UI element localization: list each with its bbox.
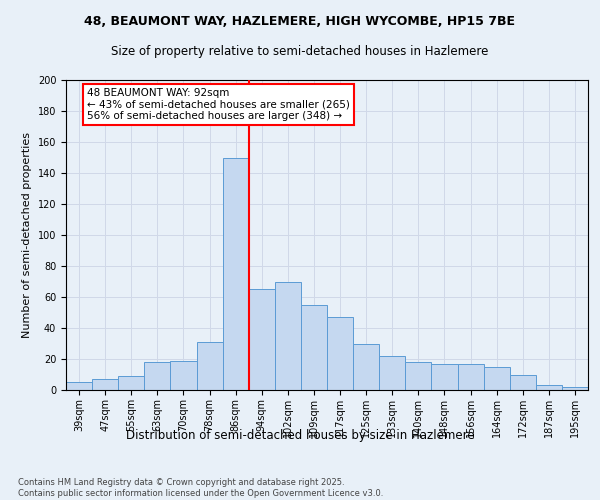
- Bar: [92, 379, 118, 390]
- Bar: [510, 374, 536, 390]
- Bar: [66, 382, 92, 390]
- Text: Distribution of semi-detached houses by size in Hazlemere: Distribution of semi-detached houses by …: [125, 428, 475, 442]
- Text: Size of property relative to semi-detached houses in Hazlemere: Size of property relative to semi-detach…: [112, 45, 488, 58]
- Bar: [301, 304, 327, 390]
- Bar: [197, 342, 223, 390]
- Text: 48 BEAUMONT WAY: 92sqm
← 43% of semi-detached houses are smaller (265)
56% of se: 48 BEAUMONT WAY: 92sqm ← 43% of semi-det…: [87, 88, 350, 121]
- Bar: [536, 386, 562, 390]
- Bar: [484, 367, 510, 390]
- Bar: [327, 317, 353, 390]
- Bar: [118, 376, 145, 390]
- Bar: [223, 158, 249, 390]
- Y-axis label: Number of semi-detached properties: Number of semi-detached properties: [22, 132, 32, 338]
- Bar: [353, 344, 379, 390]
- Bar: [249, 289, 275, 390]
- Text: Contains HM Land Registry data © Crown copyright and database right 2025.
Contai: Contains HM Land Registry data © Crown c…: [18, 478, 383, 498]
- Text: 48, BEAUMONT WAY, HAZLEMERE, HIGH WYCOMBE, HP15 7BE: 48, BEAUMONT WAY, HAZLEMERE, HIGH WYCOMB…: [85, 15, 515, 28]
- Bar: [458, 364, 484, 390]
- Bar: [275, 282, 301, 390]
- Bar: [562, 387, 588, 390]
- Bar: [145, 362, 170, 390]
- Bar: [431, 364, 458, 390]
- Bar: [379, 356, 406, 390]
- Bar: [170, 360, 197, 390]
- Bar: [406, 362, 431, 390]
